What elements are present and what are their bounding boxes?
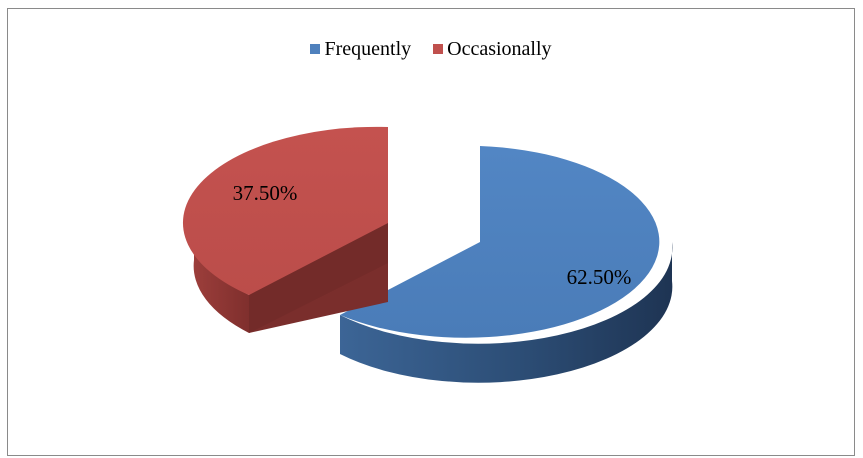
slice-side-occasionally [193, 221, 249, 333]
data-label-frequently: 62.50% [567, 265, 632, 289]
legend-item-occasionally: Occasionally [433, 37, 552, 61]
chart-legend: Frequently Occasionally [8, 37, 854, 61]
pie-chart: 62.50% 37.50% [182, 126, 673, 383]
legend-item-frequently: Frequently [310, 37, 411, 61]
legend-label-frequently: Frequently [324, 38, 412, 60]
legend-swatch-occasionally [433, 44, 444, 54]
legend-label-occasionally: Occasionally [447, 38, 552, 60]
legend-swatch-frequently [310, 44, 321, 54]
slice-inner-wall-occasionally [249, 223, 388, 333]
slice-top-occasionally [182, 126, 388, 295]
slice-top-frequently [340, 146, 660, 338]
chart-area: Frequently Occasionally [7, 8, 855, 456]
data-label-occasionally: 37.50% [233, 181, 298, 205]
slice-side-frequently [340, 242, 673, 383]
